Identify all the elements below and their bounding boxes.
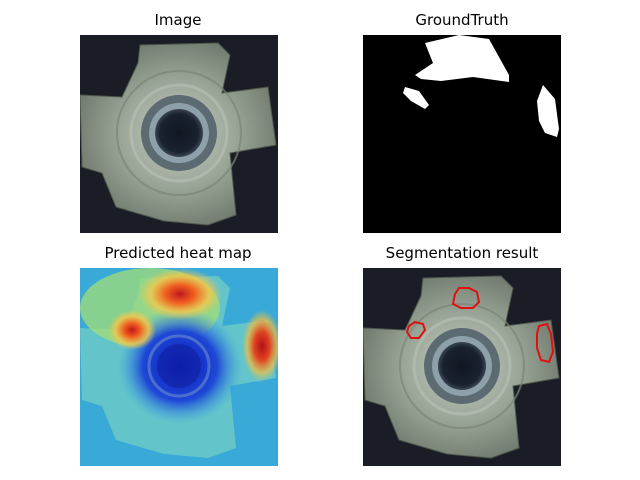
segmentation-contour-left <box>405 320 427 339</box>
image-panel <box>80 35 278 233</box>
groundtruth-mask <box>363 35 561 233</box>
heatmap-image <box>80 268 278 466</box>
panel-title-groundtruth: GroundTruth <box>415 11 509 29</box>
segmentation-contour-top <box>451 287 481 309</box>
panel-title-image: Image <box>154 11 202 29</box>
segmentation-contour-right <box>536 322 555 364</box>
panel-title-heatmap: Predicted heat map <box>104 244 252 262</box>
groundtruth-panel <box>363 35 561 233</box>
heatmap-panel <box>80 268 278 466</box>
nut-image <box>80 35 278 233</box>
segmentation-image <box>363 268 561 466</box>
segmentation-panel <box>363 268 561 466</box>
panel-title-segmentation: Segmentation result <box>385 244 539 262</box>
